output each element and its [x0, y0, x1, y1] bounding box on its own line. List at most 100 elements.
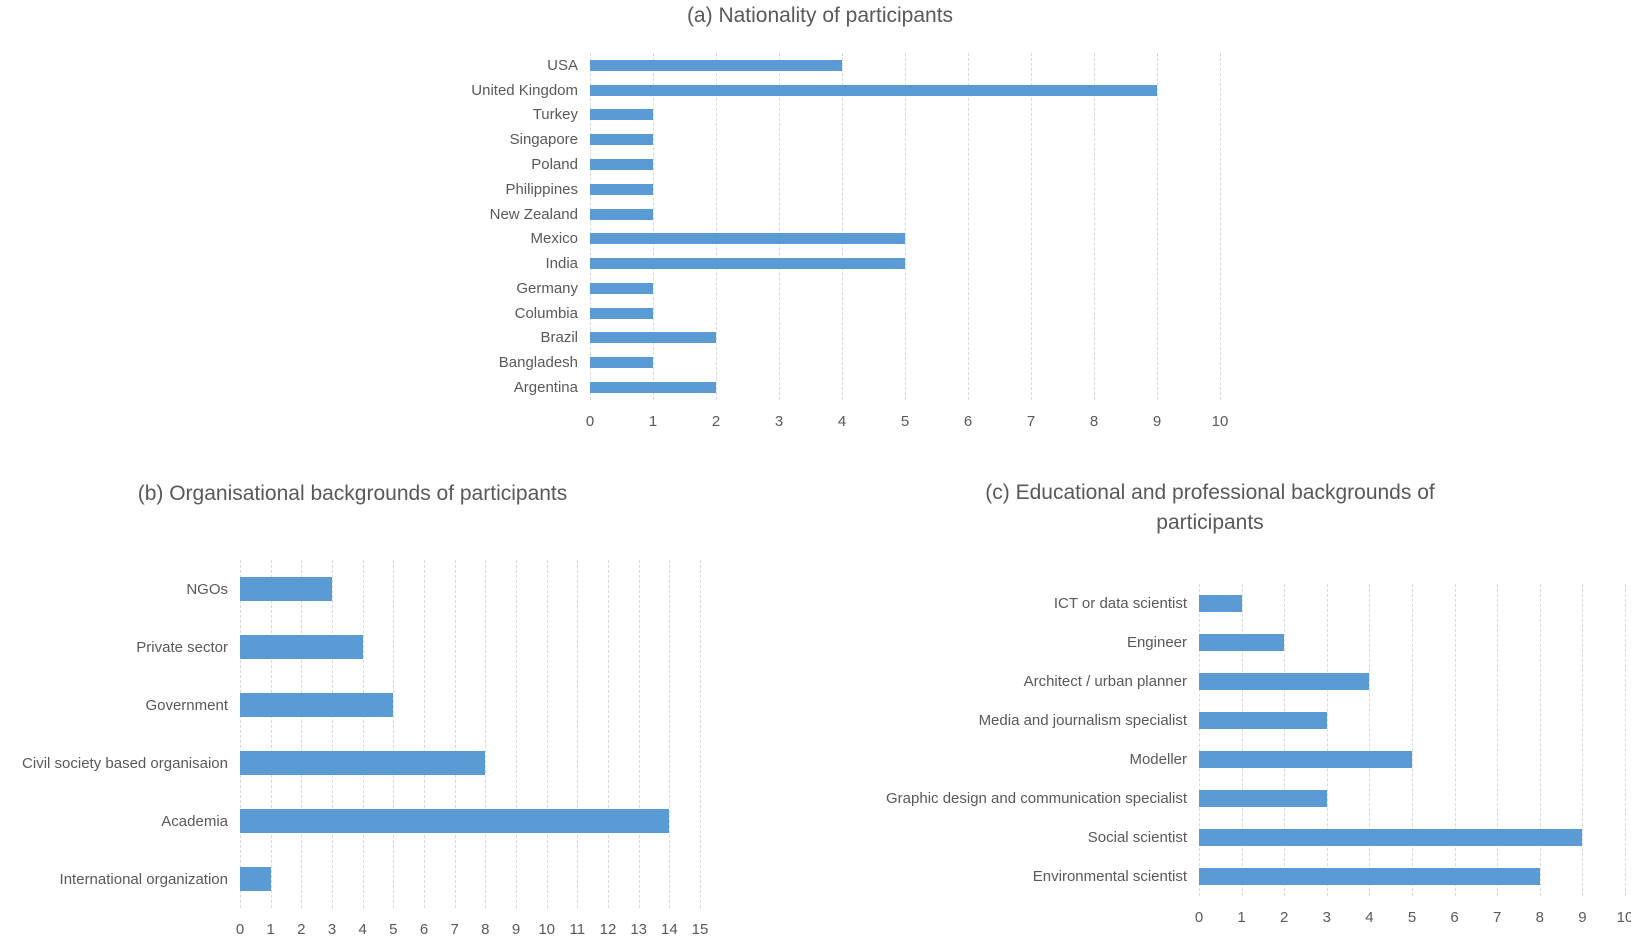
bar-track: [590, 233, 1220, 245]
bar-track: [240, 635, 700, 659]
bar: [240, 577, 332, 601]
chart-row: Brazil: [420, 326, 1220, 351]
x-tick-label: 4: [358, 921, 367, 938]
gridline: [1157, 53, 1158, 400]
gridline: [1454, 584, 1456, 896]
x-tick-label: 11: [569, 921, 586, 938]
gridline: [905, 53, 906, 400]
chart-row: Media and journalism specialist: [795, 701, 1625, 740]
x-tick-label: 3: [774, 413, 784, 430]
x-tick-label: 15: [691, 921, 709, 938]
bar-track: [240, 751, 700, 775]
bar: [590, 282, 653, 294]
x-tick-label: 2: [297, 921, 306, 938]
chart-row: Architect / urban planner: [795, 662, 1625, 701]
category-label: Singapore: [509, 131, 578, 149]
category-label: Civil society based organisaion: [22, 754, 228, 772]
bar: [590, 233, 905, 245]
chart-body: USA United Kingdom Turkey Singapore Poland Ph…: [420, 53, 1228, 439]
category-label: Bangladesh: [498, 354, 578, 372]
gridline: [332, 560, 333, 908]
chart-row: India: [420, 251, 1220, 276]
category-label: Architect / urban planner: [1023, 673, 1187, 690]
bar-track: [590, 109, 1220, 121]
bar-track: [590, 84, 1220, 96]
bar-track: [1199, 790, 1625, 807]
category-label: Engineer: [1126, 634, 1187, 651]
chart-plot: NGOs Private sector Government Civil societ…: [5, 560, 701, 908]
chart-rows: ICT or data scientist Engineer Architect /…: [795, 584, 1625, 896]
x-tick-label: 3: [327, 921, 337, 938]
bar-track: [240, 577, 700, 601]
bar: [240, 867, 271, 891]
gridline: [1539, 584, 1541, 896]
chart-row: USA: [420, 53, 1220, 78]
x-tick-label: 5: [389, 921, 398, 938]
category-label: Mexico: [530, 230, 578, 248]
bar: [590, 134, 653, 146]
chart-educational-professional-backgrounds: (c) Educational and professional backgro…: [795, 478, 1631, 935]
chart-row: Modeller: [795, 740, 1625, 779]
x-tick-label: 10: [538, 921, 555, 938]
x-tick-label: 7: [1493, 909, 1502, 926]
chart-title: (b) Organisational backgrounds of partic…: [137, 482, 568, 505]
bar: [240, 751, 486, 775]
x-tick-label: 9: [1152, 413, 1162, 430]
gridline: [1369, 584, 1371, 896]
bar-track: [1199, 868, 1625, 885]
bar-track: [1199, 634, 1625, 651]
gridline: [638, 560, 640, 908]
bar: [590, 258, 905, 270]
bar: [1199, 595, 1242, 612]
category-label: Environmental scientist: [1032, 868, 1187, 885]
bar-track: [240, 867, 700, 891]
chart-row: Turkey: [420, 103, 1220, 128]
bar-track: [590, 382, 1220, 394]
chart-row: Bangladesh: [420, 350, 1220, 375]
x-tick-label: 8: [1089, 413, 1099, 430]
chart-x-axis: 0 1 2 3 4 5 6 7 8 9 10 11 12 13 14 15: [236, 921, 709, 945]
chart-row: Poland: [420, 152, 1220, 177]
x-tick-label: 9: [1578, 909, 1587, 926]
bar-track: [590, 208, 1220, 220]
x-tick-label: 1: [1237, 909, 1246, 926]
chart-body: ICT or data scientist Engineer Architect /…: [795, 584, 1631, 935]
bar: [1199, 751, 1412, 768]
chart-row: United Kingdom: [420, 78, 1220, 103]
bar-track: [590, 282, 1220, 294]
x-tick-label: 0: [585, 413, 595, 430]
bar: [1199, 712, 1327, 729]
x-tick-label: 6: [1450, 909, 1459, 926]
chart-plot: USA United Kingdom Turkey Singapore Poland Ph…: [420, 53, 1221, 400]
category-label: Graphic design and communication special…: [886, 790, 1187, 807]
gridline: [608, 560, 609, 908]
bar: [590, 208, 653, 220]
x-tick-label: 12: [599, 921, 617, 938]
bar: [1199, 868, 1540, 885]
bar: [590, 357, 653, 369]
bar: [240, 809, 670, 833]
gridline: [590, 53, 591, 400]
bar-track: [590, 134, 1220, 146]
chart-row: ICT or data scientist: [795, 584, 1625, 623]
x-tick-label: 1: [648, 413, 658, 430]
gridline: [1412, 584, 1413, 896]
bar-track: [590, 59, 1220, 71]
chart-x-axis: 0 1 2 3 4 5 6 7 8 9 10: [1195, 909, 1631, 935]
chart-row: Private sector: [5, 618, 700, 676]
category-label: Social scientist: [1087, 829, 1187, 846]
gridline: [270, 560, 272, 908]
chart-title: (c) Educational and professional backgro…: [985, 481, 1435, 534]
chart-row: International organization: [5, 850, 700, 908]
category-label: USA: [547, 56, 578, 74]
chart-row: Germany: [420, 276, 1220, 301]
bar: [1199, 790, 1327, 807]
x-tick-label: 9: [511, 921, 521, 938]
chart-row: NGOs: [5, 560, 700, 618]
gridline: [577, 560, 579, 908]
gridline: [1625, 584, 1626, 896]
bar: [590, 382, 716, 394]
category-label: Turkey: [532, 106, 578, 124]
chart-plot: ICT or data scientist Engineer Architect /…: [795, 584, 1626, 896]
gridline: [1094, 53, 1095, 400]
